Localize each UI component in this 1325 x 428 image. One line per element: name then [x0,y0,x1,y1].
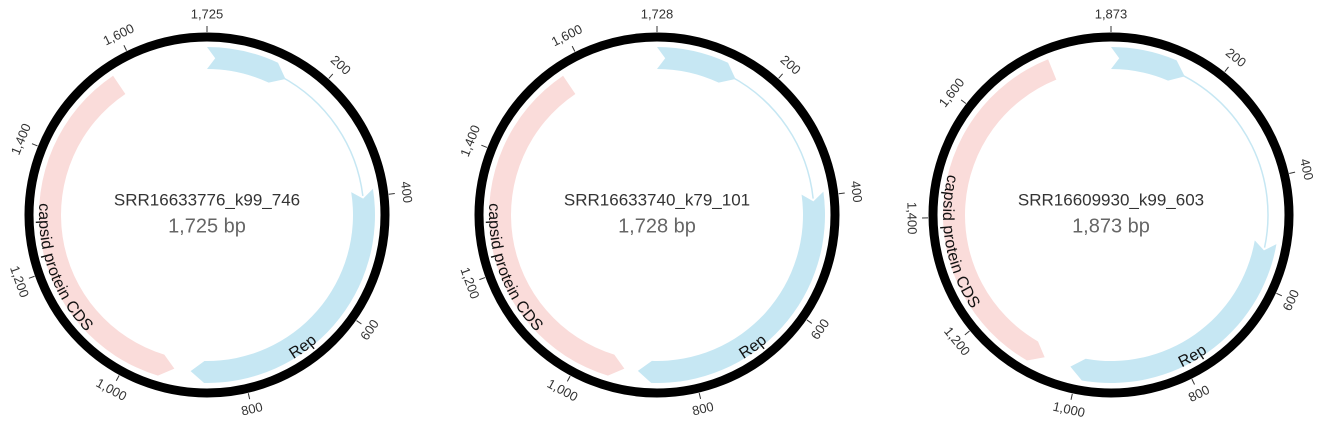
tick-mark [1070,393,1073,400]
map-length: 1,873 bp [1072,215,1150,237]
feature-arc [943,59,1057,361]
feature-connector [730,75,814,199]
tick-label: 400 [1297,157,1317,182]
tick-mark [123,45,127,51]
tick-label: 600 [1279,287,1302,313]
feature-connector [280,75,364,196]
tick-mark [571,45,576,52]
tick-label: 1,600 [936,75,968,110]
tick-label: 1,400 [457,123,483,159]
backbone [24,32,390,398]
map-length: 1,728 bp [618,215,696,237]
tick-mark [698,392,702,400]
feature-arc [488,75,625,376]
tick-label: 1,000 [94,375,130,404]
tick-mark [1289,171,1296,174]
map-name: SRR16633776_k99_746 [114,190,300,209]
tick-label: 800 [1186,382,1212,405]
tick-mark [28,275,35,279]
tick-mark [1191,378,1195,385]
tick-mark [115,375,120,382]
backbone [474,32,840,398]
tick-label: 600 [808,316,833,342]
tick-label: 1,400 [904,202,920,235]
tick-label: 1,200 [941,324,973,359]
feature-arc [38,75,175,376]
tick-mark [388,193,395,195]
tick-label: 800 [691,399,716,419]
tick-label: 1,600 [101,21,137,49]
feature-arc [1111,47,1185,81]
tick-mark [356,320,362,325]
tick-mark [479,277,486,281]
feature-arc [1070,240,1277,384]
tick-mark [328,73,334,79]
tick-mark [964,330,970,336]
tick-label: 1,600 [549,21,585,49]
map-name: SRR16609930_k99_603 [1018,190,1204,209]
tick-label: 200 [1223,45,1249,70]
backbone [928,32,1294,398]
tick-mark [481,144,488,148]
tick-label: 400 [398,181,415,204]
map-length: 1,725 bp [168,215,246,237]
tick-label: 1,728 [641,6,674,21]
tick-label: 1,873 [1095,6,1128,21]
feature-arc [657,47,736,83]
tick-label: 400 [848,180,865,203]
tick-mark [960,99,967,104]
feature-arc [207,47,286,83]
tick-label: 600 [357,317,382,343]
feature-connector [1179,73,1269,248]
feature-arc [190,188,375,383]
tick-mark [1224,66,1229,72]
tick-mark [247,393,251,400]
tick-label: 1,200 [7,264,32,300]
feature-arc [637,191,826,384]
tick-label: 200 [328,52,354,78]
tick-mark [838,192,845,195]
tick-label: 200 [778,52,804,78]
tick-label: 1,000 [1051,399,1086,421]
tick-mark [778,73,784,79]
tick-label: 1,000 [545,376,581,405]
tick-mark [806,319,813,324]
map-name: SRR16633740_k79_101 [564,190,750,209]
tick-label: 1,725 [191,6,224,21]
tick-mark [1276,292,1283,297]
tick-mark [566,375,571,382]
tick-mark [31,143,38,147]
tick-label: 1,200 [457,265,482,301]
tick-label: 1,400 [8,121,34,157]
tick-label: 800 [240,399,265,419]
